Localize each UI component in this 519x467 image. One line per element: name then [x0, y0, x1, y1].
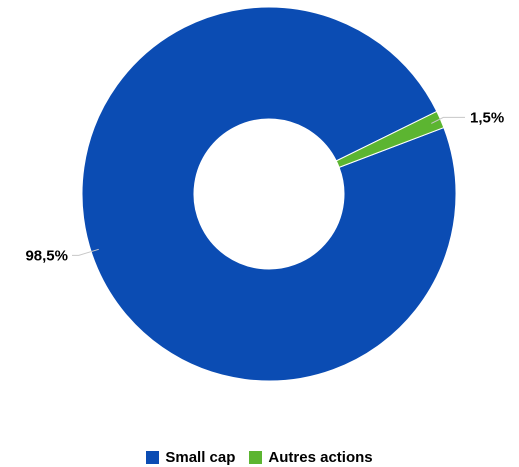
- slice-small-cap[interactable]: [81, 6, 457, 382]
- legend-item-autres-actions[interactable]: Autres actions: [249, 448, 373, 466]
- slice-autres-actions[interactable]: [335, 110, 445, 169]
- legend-swatch-small-cap: [146, 450, 160, 464]
- legend-label-autres-actions: Autres actions: [268, 448, 373, 466]
- donut-slices: [81, 6, 457, 382]
- data-label-autres-actions: 1,5%: [470, 109, 504, 126]
- data-label-small-cap: 98,5%: [25, 247, 68, 264]
- legend-swatch-autres-actions: [249, 450, 263, 464]
- leader-lines: [72, 116, 465, 256]
- legend-item-small-cap[interactable]: Small cap: [146, 449, 235, 466]
- legend: Small cap Autres actions: [0, 447, 519, 467]
- leader-line-small-cap: [72, 248, 99, 256]
- leader-line-autres-actions: [431, 116, 465, 124]
- legend-label-small-cap: Small cap: [165, 448, 236, 466]
- data-labels: 98,5% 1,5%: [25, 109, 504, 264]
